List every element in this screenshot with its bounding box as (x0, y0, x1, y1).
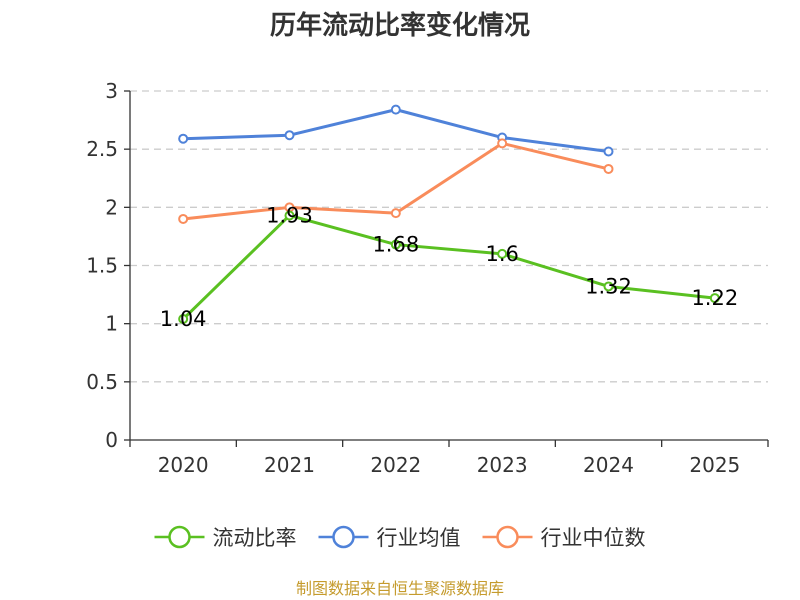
data-point-1-2 (390, 104, 401, 115)
data-point-1-0 (178, 133, 189, 144)
x-tick-label: 2022 (370, 453, 421, 477)
y-tick-label: 1.5 (86, 254, 118, 278)
x-tick-label: 2023 (477, 453, 528, 477)
data-point-2-0 (178, 213, 189, 224)
legend: 流动比率 行业均值 行业中位数 (154, 525, 646, 550)
y-tick-label: 1 (105, 312, 118, 336)
data-point-1-4 (603, 146, 614, 157)
data-point-0-2 (390, 239, 401, 250)
y-tick-label: 3 (105, 79, 118, 103)
data-point-0-4 (603, 281, 614, 292)
series-layer (178, 104, 720, 325)
data-point-0-1 (284, 210, 295, 221)
legend-label: 行业均值 (377, 526, 461, 550)
series-line-1 (181, 108, 610, 153)
data-point-0-3 (497, 248, 508, 259)
data-point-2-2 (390, 208, 401, 219)
chart-title: 历年流动比率变化情况 (270, 10, 530, 41)
data-point-2-3 (497, 138, 508, 149)
legend-symbol-marker (332, 525, 355, 549)
y-tick-label: 2 (105, 195, 118, 219)
series-line-0 (181, 213, 717, 321)
x-tick-label: 2025 (689, 453, 740, 477)
data-label: 1.93 (266, 203, 313, 227)
legend-label: 行业中位数 (541, 526, 646, 550)
data-labels: 1.04 1.93 1.68 1.6 1.32 1.22 (160, 203, 738, 331)
x-tick-label: 2020 (158, 453, 209, 477)
legend-label: 流动比率 (213, 526, 297, 550)
data-label: 1.32 (585, 274, 632, 298)
data-label: 1.6 (485, 242, 518, 266)
source-caption: 制图数据来自恒生聚源数据库 (296, 579, 504, 598)
x-tick-label: 2024 (583, 453, 634, 477)
data-point-1-1 (284, 130, 295, 141)
legend-symbol-marker (168, 525, 191, 549)
grid-lines (130, 90, 768, 383)
data-point-0-0 (178, 314, 189, 325)
x-tick-label: 2021 (264, 453, 315, 477)
legend-symbol-marker (496, 525, 519, 549)
data-point-0-5 (709, 293, 720, 304)
axes: 0 0.5 1 1.5 2 2.5 3 2020 2021 2022 2023 2024 2025 (86, 79, 769, 477)
data-label: 1.68 (372, 233, 419, 257)
data-label: 1.04 (160, 307, 207, 331)
y-tick-label: 2.5 (86, 137, 118, 161)
y-tick-label: 0.5 (86, 370, 118, 394)
data-point-2-4 (603, 163, 614, 174)
data-label: 1.22 (691, 286, 738, 310)
y-tick-label: 0 (105, 428, 118, 452)
